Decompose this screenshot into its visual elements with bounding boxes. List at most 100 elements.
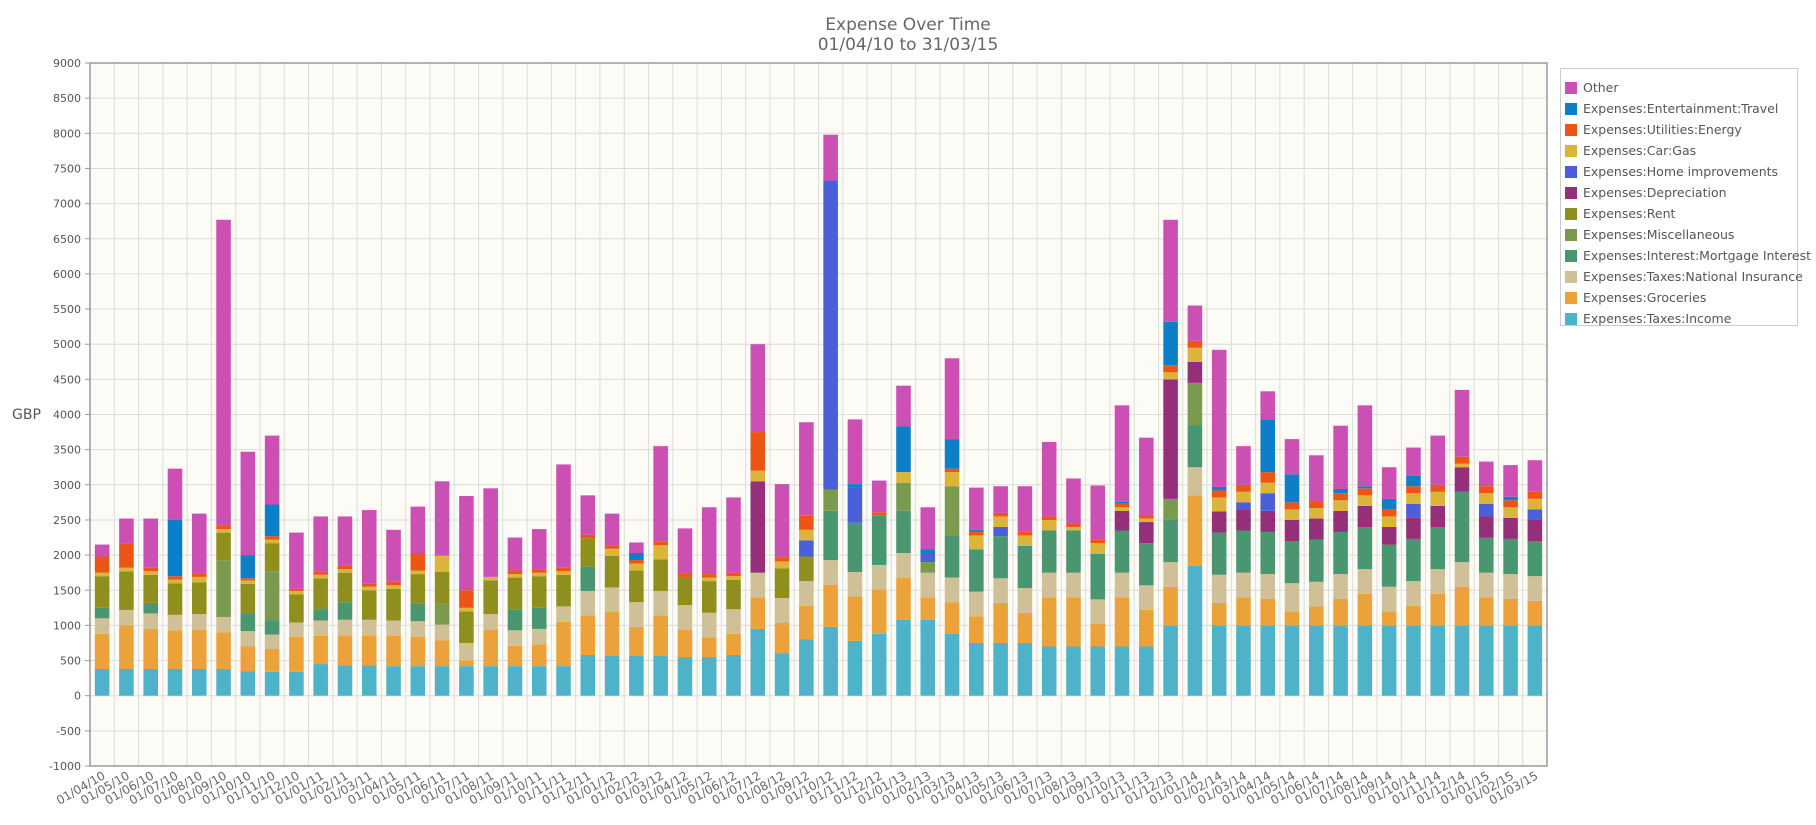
- bar-segment: [1114, 530, 1130, 573]
- bar-segment: [264, 671, 280, 696]
- y-tick-label: 5500: [53, 303, 81, 316]
- legend-item: Other: [1561, 77, 1797, 98]
- bar-segment: [1357, 593, 1373, 626]
- bar-segment: [119, 625, 134, 669]
- legend-label: Expenses:Taxes:Income: [1583, 311, 1732, 326]
- bar-segment: [1066, 646, 1081, 696]
- bar-segment: [993, 486, 1008, 513]
- bar-segment: [1309, 539, 1324, 582]
- bar-segment: [94, 668, 110, 696]
- bar-segment: [1041, 572, 1057, 598]
- y-axis-label: GBP: [12, 407, 41, 423]
- bar-segment: [701, 657, 717, 696]
- bar-segment: [969, 642, 984, 696]
- bar-segment: [1503, 507, 1518, 518]
- bar-segment: [1357, 625, 1373, 696]
- bar-segment: [896, 552, 911, 578]
- bar-segment: [1333, 493, 1348, 501]
- bar-segment: [799, 515, 814, 530]
- bar-segment: [677, 528, 693, 574]
- bar-segment: [629, 655, 644, 696]
- bar-segment: [1187, 425, 1203, 468]
- bar-segment: [289, 636, 304, 672]
- bar-segment: [556, 606, 571, 622]
- legend-swatch: [1565, 165, 1577, 178]
- legend-label: Expenses:Entertainment:Travel: [1583, 101, 1779, 116]
- bar-segment: [871, 633, 887, 696]
- bar-segment: [750, 470, 766, 482]
- bar-segment: [191, 573, 207, 577]
- legend-swatch: [1565, 291, 1577, 304]
- bar-segment: [531, 607, 547, 629]
- bar-segment: [1527, 460, 1543, 492]
- bar-segment: [459, 496, 474, 591]
- bar-segment: [993, 516, 1008, 527]
- bar-segment: [1187, 467, 1203, 496]
- bar-segment: [459, 590, 474, 608]
- bar-segment: [1479, 625, 1494, 696]
- legend-item: Expenses:Utilities:Energy: [1561, 119, 1797, 140]
- bar-segment: [1211, 349, 1227, 487]
- bar-segment: [871, 564, 887, 590]
- bar-segment: [920, 597, 936, 620]
- y-tick-label: 8000: [53, 127, 81, 140]
- y-tick-label: 4000: [53, 409, 81, 422]
- bar-segment: [289, 588, 304, 591]
- bar-segment: [944, 439, 960, 469]
- legend-label: Other: [1583, 80, 1619, 95]
- bar-segment: [143, 613, 158, 629]
- bar-segment: [507, 570, 523, 575]
- bar-segment: [531, 569, 547, 573]
- bar-segment: [1503, 496, 1518, 501]
- bar-segment: [1090, 485, 1106, 540]
- bar-segment: [896, 472, 911, 483]
- bar-segment: [1260, 419, 1276, 473]
- bar-segment: [944, 358, 960, 440]
- bar-segment: [1163, 372, 1178, 380]
- bar-segment: [94, 618, 110, 634]
- bar-segment: [1284, 541, 1300, 584]
- bar-segment: [1139, 609, 1154, 647]
- legend-label: Expenses:Depreciation: [1583, 185, 1727, 200]
- bar-segment: [1211, 486, 1227, 491]
- y-tick-label: 7000: [53, 198, 81, 211]
- y-tick-label: 500: [60, 655, 81, 668]
- bar-segment: [896, 577, 911, 620]
- bar-segment: [799, 605, 814, 640]
- bar-segment: [264, 543, 280, 572]
- legend-label: Expenses:Groceries: [1583, 290, 1707, 305]
- y-tick-label: 6500: [53, 233, 81, 246]
- bar-segment: [1236, 625, 1251, 696]
- bar-segment: [1260, 510, 1276, 532]
- bar-segment: [1114, 501, 1130, 504]
- bar-segment: [944, 633, 960, 696]
- bar-segment: [1406, 538, 1421, 582]
- bar-segment: [604, 545, 620, 549]
- bar-segment: [1454, 463, 1470, 468]
- legend-label: Expenses:Taxes:National Insurance: [1583, 269, 1803, 284]
- bar-segment: [459, 607, 474, 612]
- bar-segment: [507, 630, 523, 646]
- bar-segment: [386, 620, 401, 636]
- bar-segment: [1479, 537, 1494, 573]
- bar-segment: [896, 482, 911, 511]
- bar-segment: [1406, 517, 1421, 539]
- legend-label: Expenses:Home improvements: [1583, 164, 1779, 179]
- bar-segment: [119, 668, 134, 696]
- bar-segment: [944, 472, 960, 487]
- bar-segment: [1139, 543, 1154, 586]
- bar-segment: [944, 468, 960, 473]
- bar-segment: [216, 529, 231, 533]
- bar-segment: [1090, 646, 1106, 696]
- bar-segment: [1260, 472, 1276, 483]
- bar-segment: [629, 626, 644, 656]
- bar-segment: [167, 576, 183, 580]
- bar-segment: [240, 613, 256, 632]
- bar-segment: [1066, 530, 1081, 573]
- legend-swatch: [1565, 144, 1577, 157]
- bar-segment: [167, 583, 183, 615]
- bar-segment: [337, 565, 353, 570]
- bar-segment: [216, 532, 231, 561]
- bar-segment: [944, 577, 960, 603]
- bar-segment: [483, 576, 498, 581]
